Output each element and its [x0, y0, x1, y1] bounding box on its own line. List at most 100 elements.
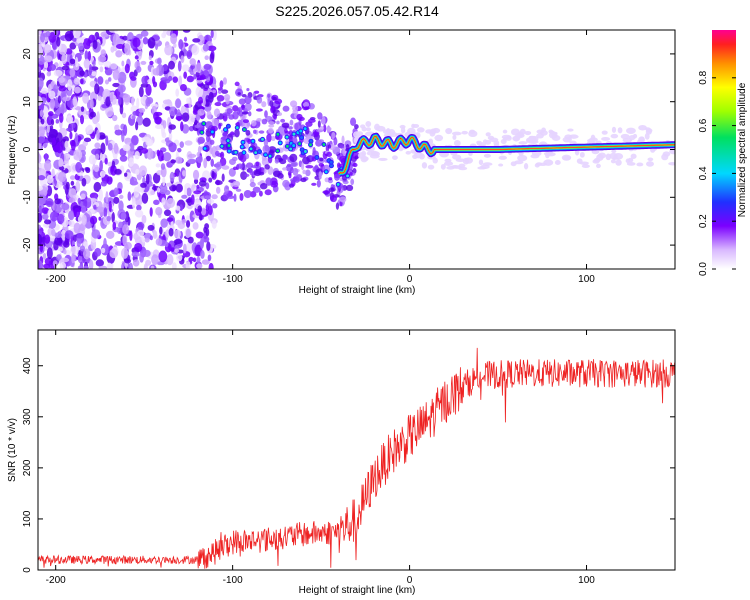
spectrogram-transition-blob — [234, 129, 240, 138]
spectrogram-noise-blob — [52, 137, 56, 145]
spectrogram-transition-blob — [254, 170, 261, 176]
spectrogram-strong-blob-core — [211, 130, 214, 133]
spectrogram-noise-blob — [38, 78, 44, 89]
spectrogram-noise-blob — [79, 70, 84, 76]
spectrogram-noise-blob — [40, 110, 43, 118]
spectrogram-halo-blob — [627, 162, 636, 166]
spectrogram-noise-blob — [44, 219, 51, 224]
spectrogram-halo-blob — [512, 136, 520, 141]
spectrogram-noise-blob — [107, 111, 114, 115]
spectrogram-noise-blob — [212, 203, 217, 208]
spectrogram-noise-blob — [183, 244, 187, 254]
spectrogram-noise-blob — [58, 171, 66, 182]
spectrogram-transition-blob — [212, 90, 216, 94]
spectrogram-transition-blob — [282, 123, 290, 128]
spectrogram-transition-blob — [284, 128, 288, 133]
spectrogram-halo-blob — [646, 129, 652, 135]
spectrogram-halo-blob — [378, 158, 387, 161]
spectrogram-strong-blob-core — [264, 153, 267, 156]
spectrogram-noise-blob — [188, 154, 196, 158]
spectrogram-noise-blob — [40, 33, 45, 43]
spectrogram-noise-blob — [151, 254, 159, 265]
spectrogram-noise-blob — [48, 90, 55, 99]
spectrogram-transition-blob — [304, 106, 310, 110]
spectrogram-noise-blob — [70, 58, 76, 64]
spectrogram-ytick-label: -20 — [22, 237, 33, 252]
spectrogram-halo-blob — [647, 158, 653, 162]
spectrogram-noise-blob — [94, 165, 99, 172]
spectrogram-noise-blob — [163, 28, 166, 36]
spectrogram-noise-blob — [57, 214, 64, 224]
spectrogram-noise-blob — [100, 135, 106, 139]
spectrogram-noise-blob — [162, 132, 167, 138]
spectrogram-halo-blob — [370, 154, 380, 158]
spectrogram-halo-blob — [580, 152, 585, 158]
spectrogram-noise-blob — [80, 79, 84, 85]
spectrogram-noise-blob — [64, 141, 68, 149]
spectrogram-noise-blob — [192, 38, 200, 43]
spectrogram-transition-blob — [267, 94, 270, 98]
spectrogram-noise-blob — [191, 194, 195, 205]
spectrogram-noise-blob — [41, 88, 48, 94]
spectrogram-noise-blob — [56, 36, 60, 46]
spectrogram-noise-blob — [59, 113, 64, 123]
spectrogram-noise-blob — [91, 229, 100, 238]
spectrogram-noise-blob — [67, 79, 72, 91]
spectrogram-transition-blob — [317, 112, 322, 119]
spectrogram-transition-blob — [256, 118, 262, 122]
spectrogram-noise-blob — [182, 64, 189, 71]
spectrogram-noise-blob — [158, 150, 164, 161]
spectrogram-transition-blob — [276, 121, 280, 125]
spectrogram-strong-blob-core — [243, 128, 246, 131]
spectrogram-noise-blob — [124, 173, 127, 177]
colorbar-tick-label: 0.2 — [698, 214, 709, 228]
spectrogram-noise-blob — [115, 129, 123, 135]
spectrogram-noise-blob — [99, 266, 108, 271]
spectrogram-noise-blob — [114, 187, 119, 195]
spectrogram-transition-blob — [257, 96, 262, 103]
spectrogram-noise-blob — [140, 61, 146, 65]
spectrogram-transition-blob — [291, 161, 298, 167]
colorbar-label: Normalized spectral amplitude — [737, 82, 748, 217]
spectrogram-halo-blob — [489, 138, 498, 142]
spectrogram-noise-blob — [153, 230, 158, 239]
spectrogram-noise-blob — [100, 170, 106, 176]
spectrogram-transition-blob — [295, 176, 300, 183]
spectrogram-noise-blob — [132, 252, 140, 257]
spectrogram-strong-blob-core — [227, 139, 230, 142]
spectrogram-noise-blob — [69, 132, 72, 140]
spectrogram-transition-blob — [350, 178, 354, 185]
spectrogram-halo-blob — [601, 137, 610, 141]
spectrogram-halo-blob — [543, 159, 553, 165]
spectrogram-noise-blob — [156, 163, 161, 167]
spectrogram-halo-blob — [445, 128, 452, 134]
spectrogram-strong-blob-core — [299, 130, 302, 133]
spectrogram-noise-blob — [50, 211, 58, 221]
spectrogram-strong-blob-core — [228, 144, 231, 147]
spectrogram-noise-blob — [69, 197, 76, 203]
spectrogram-noise-blob — [65, 31, 74, 42]
spectrogram-noise-blob — [84, 59, 90, 69]
spectrogram-transition-blob — [319, 163, 325, 167]
spectrogram-noise-blob — [74, 87, 81, 94]
spectrogram-noise-blob — [75, 162, 82, 173]
spectrogram-noise-blob — [100, 142, 105, 154]
spectrogram-transition-blob — [293, 168, 298, 176]
spectrogram-ytick-label: 0 — [22, 146, 33, 152]
spectrogram-transition-blob — [275, 159, 279, 164]
spectrogram-transition-blob — [272, 97, 276, 100]
spectrogram-noise-blob — [203, 158, 207, 168]
snr-ylabel: SNR (10 * v/v) — [7, 418, 18, 482]
spectrogram-transition-blob — [244, 96, 251, 104]
spectrogram-halo-blob — [419, 153, 425, 159]
spectrogram-transition-blob — [216, 187, 220, 194]
spectrogram-halo-blob — [417, 127, 425, 132]
spectrogram-noise-blob — [105, 158, 108, 165]
spectrogram-noise-blob — [80, 245, 85, 251]
spectrogram-halo-blob — [366, 127, 371, 131]
spectrogram-noise-blob — [211, 30, 214, 38]
spectrogram-halo-blob — [552, 132, 558, 135]
spectrogram-noise-blob — [139, 112, 142, 118]
figure: S225.2026.057.05.42.R14 -200 -100 0 100-20-… — [0, 0, 750, 600]
spectrogram-halo-blob — [535, 163, 540, 168]
